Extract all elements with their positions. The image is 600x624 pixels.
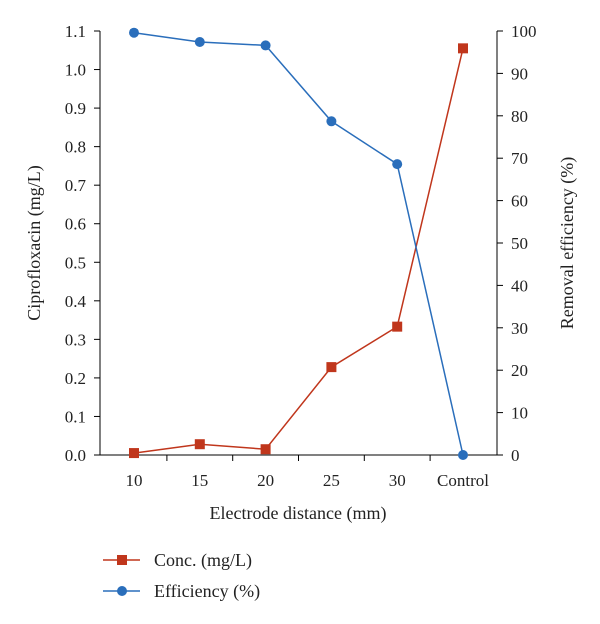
left-y-tick-label: 0.5 (65, 253, 86, 272)
x-tick-label: 20 (257, 471, 274, 490)
data-point-circle (129, 27, 139, 38)
left-y-tick-label: 0.1 (65, 407, 86, 426)
data-point-circle (326, 116, 337, 127)
right-y-tick-label: 40 (511, 276, 528, 295)
x-tick-label: 10 (126, 471, 143, 490)
left-y-ticks: 0.0 0.1 0.2 0.3 0.4 0.5 0.6 0.7 0.8 0.9 1.0 1.1 (65, 22, 100, 465)
right-y-tick-label: 80 (511, 107, 528, 126)
x-tick-label: 25 (323, 471, 340, 490)
right-y-tick-label: 10 (511, 404, 528, 423)
right-y-tick-label: 90 (511, 64, 528, 83)
left-y-tick-label: 0.9 (65, 99, 86, 118)
legend-efficiency-marker (117, 586, 127, 596)
series-efficiency (129, 27, 468, 460)
left-y-tick-label: 0.0 (65, 446, 86, 465)
x-axis-title: Electrode distance (mm) (210, 503, 387, 524)
x-tick-label: 30 (389, 471, 406, 490)
right-y-tick-label: 50 (511, 234, 528, 253)
legend-item-efficiency: Efficiency (%) (103, 581, 260, 602)
x-ticks: 10 15 20 25 30 Control (126, 455, 489, 490)
data-point-square (129, 448, 139, 459)
data-point-circle (260, 40, 271, 51)
left-y-tick-label: 1.0 (65, 61, 86, 80)
left-y-tick-label: 0.4 (65, 292, 87, 311)
right-y-tick-label: 60 (511, 192, 528, 211)
x-tick-label: 15 (191, 471, 208, 490)
series-line (133, 31, 464, 456)
right-y-tick-label: 20 (511, 361, 528, 380)
legend-conc-marker (117, 555, 127, 565)
right-y-tick-label: 30 (511, 319, 528, 338)
data-point-square (260, 444, 271, 455)
left-y-tick-label: 0.6 (65, 215, 86, 234)
series (129, 27, 468, 460)
right-y-ticks: 0 10 20 30 40 50 60 70 80 90 100 (497, 22, 537, 465)
left-y-tick-label: 0.7 (65, 176, 87, 195)
left-y-tick-label: 0.2 (65, 369, 86, 388)
right-y-axis-title: Removal efficiency (%) (557, 157, 578, 330)
data-point-circle (194, 37, 205, 48)
data-point-square (194, 439, 205, 450)
left-y-tick-label: 1.1 (65, 22, 86, 41)
legend-efficiency-label: Efficiency (%) (154, 581, 260, 602)
data-point-square (392, 321, 403, 332)
legend: Conc. (mg/L) Efficiency (%) (103, 550, 260, 602)
left-y-tick-label: 0.8 (65, 138, 86, 157)
data-point-circle (392, 159, 403, 170)
x-tick-label: Control (437, 471, 489, 490)
legend-conc-label: Conc. (mg/L) (154, 550, 252, 571)
data-point-square (326, 362, 337, 373)
left-y-axis-title: Ciprofloxacin (mg/L) (24, 165, 45, 320)
data-point-square (458, 43, 468, 54)
left-y-tick-label: 0.3 (65, 330, 86, 349)
legend-item-conc: Conc. (mg/L) (103, 550, 252, 571)
series-line (133, 48, 464, 454)
axes (99, 31, 498, 456)
series-concentration (129, 43, 468, 459)
right-y-tick-label: 0 (511, 446, 520, 465)
data-point-circle (458, 450, 468, 460)
right-y-tick-label: 70 (511, 149, 528, 168)
right-y-tick-label: 100 (511, 22, 537, 41)
